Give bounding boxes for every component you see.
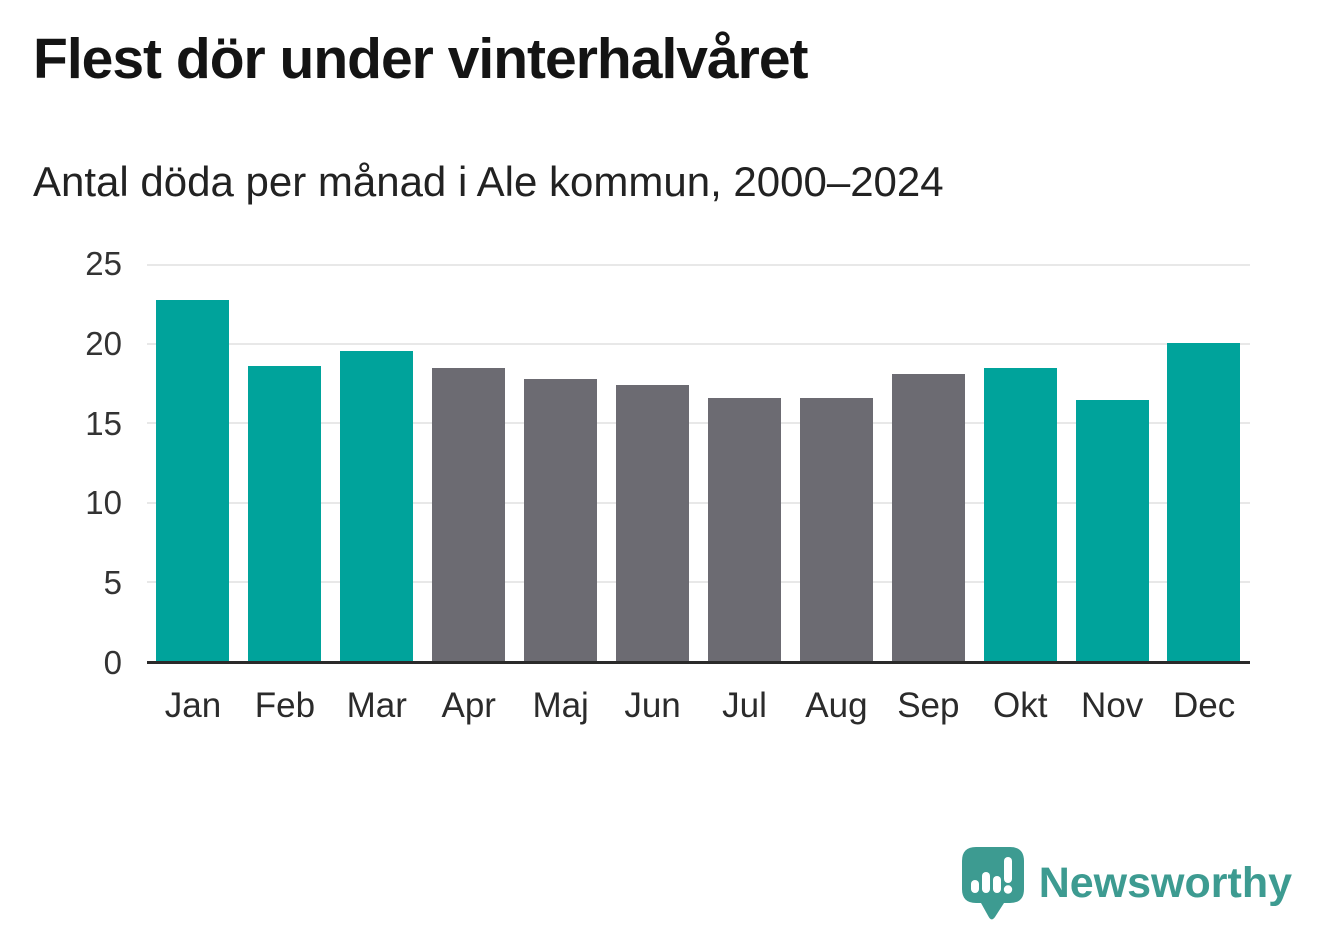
y-tick-label-25: 25 [85,245,122,283]
bar-aug [799,398,873,661]
bar-sep [891,374,965,661]
bar-mar [340,350,414,661]
y-tick-label-20: 20 [85,325,122,363]
bar-slot-jan [156,265,230,661]
x-tick-label-jul: Jul [722,686,767,725]
y-axis-tick-labels: 0 5 10 15 20 25 [0,245,122,681]
x-tick-label-maj: Maj [532,686,589,725]
y-tick-label-0: 0 [103,644,122,682]
x-tick-label-nov: Nov [1081,686,1144,725]
bar-slot-jun [615,265,689,661]
gridline-10 [147,501,1250,504]
chart-title: Flest dör under vinterhalvåret [33,27,809,91]
x-tick-label-jan: Jan [164,686,222,725]
newsworthy-logo-icon [961,847,1024,920]
bar-series [147,265,1250,661]
bar-nov [1075,399,1149,661]
x-tick-label-okt: Okt [993,686,1048,725]
bar-jun [615,385,689,661]
bar-apr [432,367,506,661]
gridline-5 [147,580,1250,583]
y-tick-label-10: 10 [85,484,122,522]
bar-slot-dec [1167,265,1241,661]
bar-jul [707,398,781,661]
x-tick-label-dec: Dec [1172,686,1236,725]
x-tick-label-feb: Feb [254,686,316,725]
bar-slot-sep [891,265,965,661]
plot-area [147,264,1250,664]
bar-jan [156,299,230,661]
x-tick-label-sep: Sep [897,686,960,725]
bar-slot-apr [432,265,506,661]
x-tick-label-apr: Apr [441,686,496,725]
x-tick-label-aug: Aug [805,686,868,725]
gridline-25 [147,264,1250,266]
gridline-20 [147,343,1250,346]
bar-slot-nov [1075,265,1149,661]
bar-slot-feb [248,265,322,661]
bar-slot-jul [707,265,781,661]
y-tick-label-15: 15 [85,404,122,442]
brand-wordmark: Newsworthy [1038,859,1292,907]
bar-okt [983,367,1057,661]
x-tick-label-mar: Mar [346,686,407,725]
x-tick-label-jun: Jun [624,686,681,725]
bar-maj [524,379,598,661]
bar-slot-mar [340,265,414,661]
gridline-15 [147,422,1250,425]
y-tick-label-5: 5 [103,564,122,602]
bar-feb [248,366,322,661]
bar-dec [1167,342,1241,661]
bar-slot-okt [983,265,1057,661]
x-axis-tick-labels: Jan Feb Mar Apr Maj Jun Jul Aug Sep Okt Nov Dec [147,686,1250,726]
bar-slot-aug [799,265,873,661]
bar-slot-maj [524,265,598,661]
brand-footer: Newsworthy [961,846,1292,921]
chart-subtitle: Antal döda per månad i Ale kommun, 2000–… [33,158,944,205]
